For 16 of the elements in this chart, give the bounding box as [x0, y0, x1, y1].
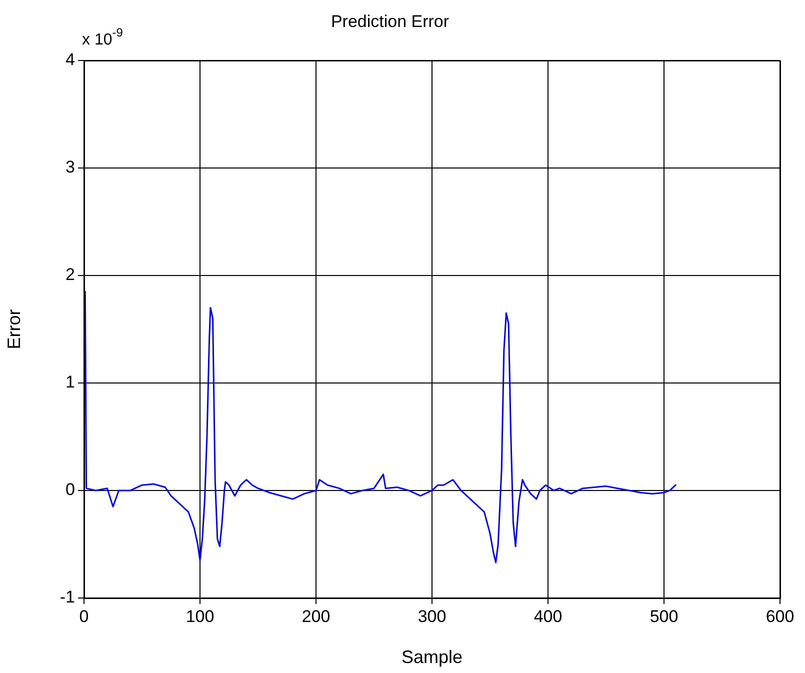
y-tick-label: 1 — [66, 372, 75, 392]
x-tick-label: 600 — [766, 606, 794, 626]
x-tick-label: 0 — [79, 606, 89, 626]
x-tick-label: 300 — [418, 606, 446, 626]
y-tick-label: 2 — [66, 265, 75, 284]
y-tick-label: 4 — [66, 50, 75, 70]
x-tick-label: 500 — [650, 606, 678, 626]
x-axis-title: Sample — [401, 647, 463, 668]
x-tick-label: 200 — [302, 606, 330, 626]
y-axis-title: Error — [4, 309, 24, 350]
y-tick-label: -1 — [60, 588, 75, 607]
x-tick-label: 400 — [534, 606, 562, 626]
x-tick-label: 100 — [186, 606, 214, 626]
chart-title: Prediction Error — [330, 12, 450, 31]
y-tick-label: 0 — [66, 480, 75, 500]
y-tick-label: 3 — [66, 158, 75, 177]
